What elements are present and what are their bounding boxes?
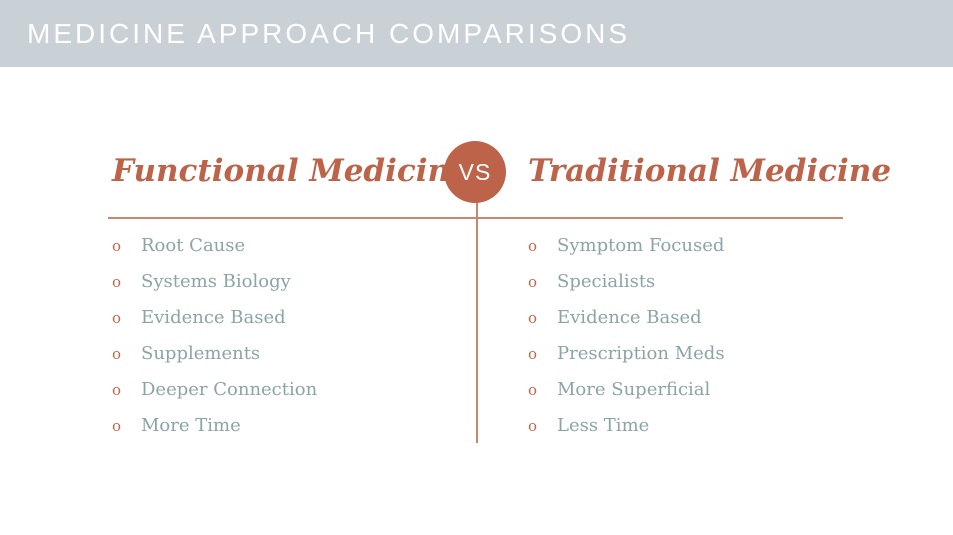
list-item-label: Evidence Based [557,307,702,328]
circle-bullet-icon: o [112,345,122,363]
right-column-list: o Symptom Focused o Specialists o Evidence … [528,228,725,444]
circle-bullet-icon: o [112,237,122,255]
circle-bullet-icon: o [112,381,122,399]
circle-bullet-icon: o [528,309,538,327]
list-item: o Evidence Based [112,300,317,336]
list-item: o More Superficial [528,372,725,408]
page-title: MEDICINE APPROACH COMPARISONS [27,17,631,49]
list-item: o Supplements [112,336,317,372]
list-item-label: Root Cause [141,235,246,256]
circle-bullet-icon: o [528,417,538,435]
list-item-label: More Superficial [557,379,711,400]
list-item: o Evidence Based [528,300,725,336]
list-item-label: Symptom Focused [557,235,725,256]
circle-bullet-icon: o [528,237,538,255]
vertical-divider [476,202,478,443]
list-item-label: More Time [141,415,241,436]
vs-badge-label: VS [458,158,492,185]
list-item: o Root Cause [112,228,317,264]
horizontal-divider [108,217,843,219]
left-column-list: o Root Cause o Systems Biology o Evidence B… [112,228,317,444]
list-item-label: Systems Biology [141,271,291,292]
list-item-label: Prescription Meds [557,343,725,364]
circle-bullet-icon: o [528,273,538,291]
list-item-label: Deeper Connection [141,379,318,400]
circle-bullet-icon: o [112,309,122,327]
list-item-label: Evidence Based [141,307,286,328]
circle-bullet-icon: o [112,273,122,291]
right-column-title: Traditional Medicine [528,153,892,189]
list-item-label: Less Time [557,415,650,436]
circle-bullet-icon: o [528,345,538,363]
list-item: o Prescription Meds [528,336,725,372]
list-item: o Systems Biology [112,264,317,300]
list-item: o Specialists [528,264,725,300]
list-item: o Deeper Connection [112,372,317,408]
list-item: o Less Time [528,408,725,444]
list-item: o Symptom Focused [528,228,725,264]
list-item: o More Time [112,408,317,444]
circle-bullet-icon: o [112,417,122,435]
list-item-label: Supplements [141,343,261,364]
left-column-title: Functional Medicine [112,153,470,189]
circle-bullet-icon: o [528,381,538,399]
vs-badge: VS [444,141,506,203]
header-bar: MEDICINE APPROACH COMPARISONS [0,0,953,67]
list-item-label: Specialists [557,271,656,292]
